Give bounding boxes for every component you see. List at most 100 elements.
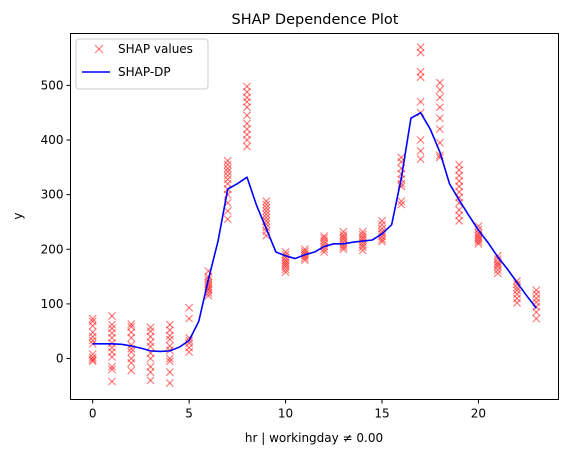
x-tick-label: 10 [278,407,293,421]
shap-value-point [223,215,232,224]
shap-value-point [513,286,522,295]
shap-value-point [146,368,155,377]
shap-value-point [242,135,252,145]
shap-value-point [358,246,367,255]
shap-value-point [88,336,97,345]
shap-value-point [281,268,290,277]
shap-value-point [262,203,271,212]
shap-value-point [223,160,232,169]
shap-value-point [358,243,367,252]
shap-value-point [532,308,541,317]
shap-value-point [107,362,116,371]
shap-value-point [146,323,155,332]
shap-value-point [223,207,232,216]
shap-value-point [88,314,97,323]
shap-value-point [107,311,116,320]
y-tick-label: 500 [41,78,64,92]
shap-value-point [165,379,174,388]
shap-value-point [185,314,194,323]
x-tick-label: 20 [471,407,486,421]
shap-value-point [377,237,387,246]
y-tick-label: 400 [41,133,64,147]
shap-value-point [397,197,406,206]
shap-value-point [146,342,155,351]
y-tick-label: 0 [56,352,64,366]
shap-value-point [223,171,232,180]
shap-value-point [397,200,406,209]
shap-value-point [107,352,116,361]
legend-entry-shap-dp: SHAP-DP [118,65,171,79]
shap-value-point [532,294,541,303]
shap-value-point [474,222,483,231]
shap-value-point [242,142,252,151]
shap-value-point [455,216,464,225]
shap-value-point [416,146,425,155]
x-tick-label: 0 [89,407,97,421]
y-tick-label: 300 [41,188,64,202]
legend: SHAP values SHAP-DP [75,38,209,90]
shap-value-point [435,93,444,102]
shap-value-point [493,262,502,271]
shap-value-point [320,247,329,257]
shap-value-point [242,111,252,120]
shap-value-point [493,266,502,275]
shap-value-point [339,245,348,254]
shap-value-point [88,355,97,364]
shap-value-point [513,298,522,307]
shap-value-point [493,269,502,278]
shap-dp-line [92,111,537,353]
shap-value-point [165,368,174,377]
shap-value-point [127,347,136,356]
shap-value-point [435,114,444,123]
shap-value-point [165,357,174,366]
shap-value-point [320,245,329,254]
shap-value-point [262,207,271,216]
shap-value-point [185,347,194,356]
shap-value-point [300,256,309,265]
shap-value-point [435,103,444,112]
shap-value-point [416,97,425,106]
legend-entry-shap-values: SHAP values [118,42,193,56]
shap-value-point [435,78,444,87]
shap-value-point [377,220,387,229]
shap-value-point [435,125,444,134]
shap-value-point [165,354,174,363]
shap-value-point [107,365,116,374]
shap-value-point [127,333,136,342]
shap-value-point [88,357,97,366]
y-tick-label: 200 [41,242,64,256]
shap-value-point [223,156,232,165]
shap-value-point [165,335,174,344]
shap-value-point [262,213,271,222]
shap-value-point [88,332,97,341]
shap-value-point [185,303,194,312]
shap-dp-line-layer [92,111,537,353]
shap-value-point [223,190,232,199]
shap-value-point [416,155,425,164]
shap-values-points [88,43,541,388]
shap-value-point [281,265,290,274]
legend-marker-x [94,44,104,54]
shap-value-point [262,210,271,219]
legend-box [75,38,209,90]
y-tick-label: 100 [41,297,64,311]
shap-value-point [107,320,116,329]
shap-value-point [223,164,232,173]
shap-value-point [416,48,425,57]
y-axis-label: y [11,212,25,219]
shap-value-point [377,235,387,244]
shap-value-point [262,197,271,206]
shap-value-point [107,377,116,386]
shap-value-point [474,237,483,246]
shap-value-point [223,167,232,176]
shap-value-point [377,216,387,225]
shap-value-point [127,320,136,329]
chart-title: SHAP Dependence Plot [232,12,399,28]
shap-value-point [339,243,348,252]
shap-value-point [88,353,97,362]
shap-value-point [262,200,271,209]
shap-value-point [127,358,136,367]
shap-value-point [146,376,155,385]
shap-value-point [88,321,97,330]
